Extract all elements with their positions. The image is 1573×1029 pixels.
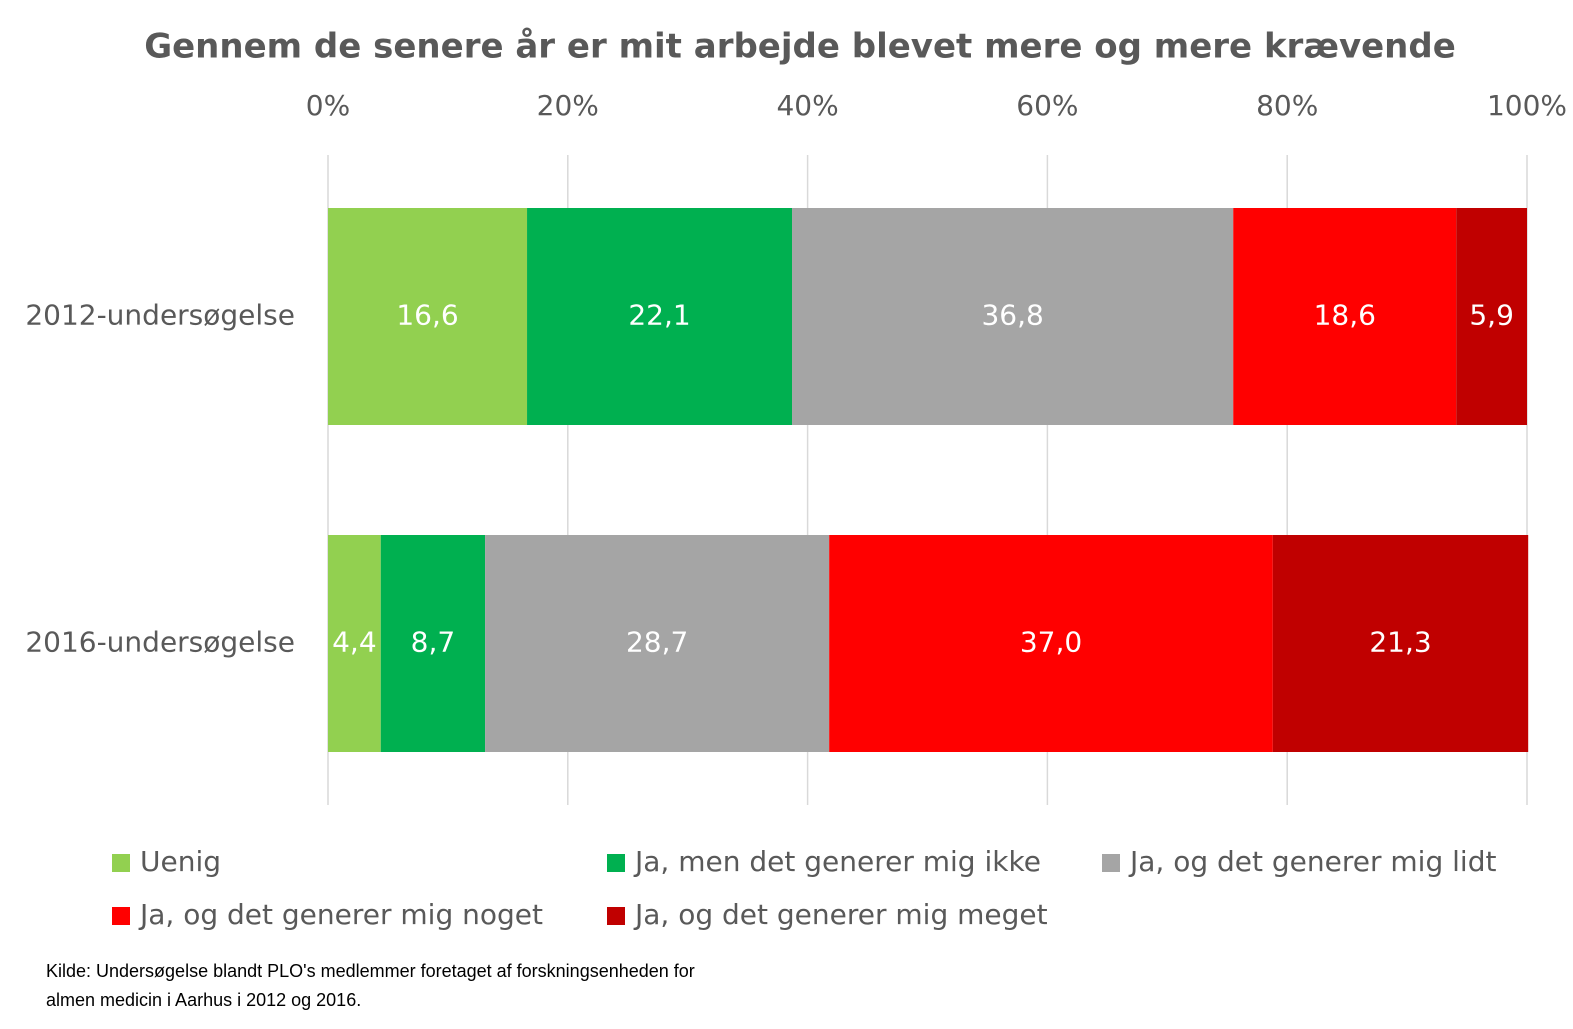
x-tick-label: 40% <box>776 89 838 122</box>
bar-segment <box>1233 208 1457 425</box>
bar-segment <box>1456 208 1527 425</box>
bar-segment <box>485 535 830 752</box>
legend-label: Ja, og det generer mig noget <box>138 898 543 931</box>
y-tick-label: 2016-undersøgelse <box>25 626 295 659</box>
bar-segment <box>1272 535 1529 752</box>
legend-swatch <box>112 854 130 872</box>
data-label: 36,8 <box>981 299 1043 332</box>
data-label: 21,3 <box>1369 626 1431 659</box>
data-label: 4,4 <box>332 626 377 659</box>
x-tick-label: 0% <box>306 89 350 122</box>
legend-swatch <box>607 854 625 872</box>
y-tick-label: 2012-undersøgelse <box>25 299 295 332</box>
data-label: 37,0 <box>1020 626 1082 659</box>
legend-swatch <box>607 907 625 925</box>
legend-label: Ja, og det generer mig meget <box>633 898 1048 931</box>
legend-label: Uenig <box>140 845 221 878</box>
legend-swatch <box>1102 854 1120 872</box>
data-label: 5,9 <box>1469 299 1514 332</box>
bar-segment <box>380 535 486 752</box>
data-label: 22,1 <box>628 299 690 332</box>
x-tick-label: 100% <box>1487 89 1567 122</box>
source-note: almen medicin i Aarhus i 2012 og 2016. <box>46 990 361 1010</box>
bar-segment <box>328 208 528 425</box>
x-tick-label: 60% <box>1016 89 1078 122</box>
legend-label: Ja, og det generer mig lidt <box>1128 845 1496 878</box>
data-label: 8,7 <box>411 626 456 659</box>
source-note: Kilde: Undersøgelse blandt PLO's medlemm… <box>46 961 695 981</box>
data-label: 28,7 <box>626 626 688 659</box>
legend-label: Ja, men det generer mig ikke <box>633 845 1041 878</box>
x-tick-label: 20% <box>537 89 599 122</box>
chart-title: Gennem de senere år er mit arbejde bleve… <box>144 27 1456 67</box>
bar-segment <box>792 208 1234 425</box>
x-tick-label: 80% <box>1256 89 1318 122</box>
legend-swatch <box>112 907 130 925</box>
data-label: 16,6 <box>396 299 458 332</box>
bar-segment <box>829 535 1273 752</box>
bar-segment <box>328 535 381 752</box>
bar-segment <box>527 208 793 425</box>
data-label: 18,6 <box>1314 299 1376 332</box>
